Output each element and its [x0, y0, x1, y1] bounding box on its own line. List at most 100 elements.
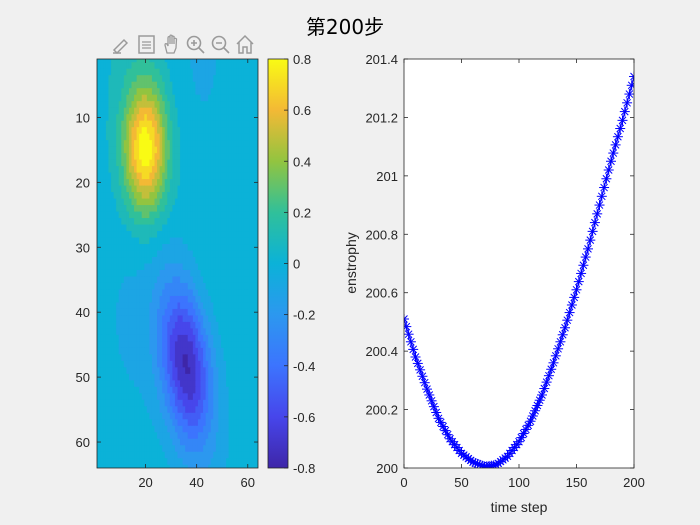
heatmap-cell [105, 289, 110, 297]
heatmap-cell [118, 360, 122, 368]
heatmap-cell [136, 146, 140, 154]
heatmap-cell [123, 140, 127, 148]
heatmap-cell [241, 445, 245, 453]
heatmap-cell [118, 224, 122, 232]
heatmap-cell [231, 386, 235, 394]
heatmap-cell [228, 114, 232, 122]
heatmap-cell [205, 159, 209, 167]
heatmap-cell [197, 393, 202, 401]
heatmap-cell [231, 120, 235, 128]
heatmap-cell [151, 380, 156, 388]
heatmap-cell [249, 198, 253, 206]
heatmap-cell [200, 185, 204, 193]
heatmap-cell [182, 120, 186, 128]
heatmap-cell [238, 257, 242, 265]
heatmap-cell [200, 107, 204, 115]
heatmap-cell [144, 231, 148, 239]
heatmap-cell [195, 114, 199, 122]
heatmap-cell [100, 94, 104, 102]
heatmap-cell [159, 282, 163, 291]
heatmap-cell [111, 367, 115, 375]
heatmap-cell [157, 101, 161, 109]
heatmap-cell [243, 451, 248, 459]
heatmap-cell [172, 159, 176, 167]
heatmap-cell [118, 425, 122, 433]
heatmap-cell [226, 172, 230, 180]
heatmap-cell [128, 140, 133, 148]
heatmap-cell [246, 101, 250, 109]
heatmap-cell [157, 107, 161, 115]
heatmap-cell [113, 295, 117, 304]
heatmap-cell [251, 269, 255, 278]
heatmap-cell [218, 75, 222, 83]
heatmap-cell [187, 295, 191, 304]
heatmap-cell [192, 244, 196, 252]
heatmap-cell [151, 172, 156, 180]
heatmap-cell [187, 458, 191, 466]
heatmap-cell [134, 250, 138, 258]
heatmap-cell [249, 231, 253, 239]
heatmap-cell [256, 302, 258, 310]
heatmap-cell [226, 458, 230, 466]
heatmap-cell [177, 445, 181, 453]
heatmap-cell [187, 211, 191, 219]
heatmap-cell [154, 386, 158, 394]
heatmap-cell [249, 159, 253, 167]
heatmap-cell [162, 380, 166, 388]
heatmap-cell [113, 386, 117, 394]
heatmap-cell [254, 62, 258, 70]
heatmap-cell [256, 211, 258, 219]
heatmap-cell [97, 185, 99, 193]
heatmap-cell [136, 224, 140, 232]
legend-icon[interactable] [138, 35, 155, 54]
heatmap-cell [177, 159, 181, 167]
heatmap-cell [126, 419, 130, 427]
heatmap-cell [213, 276, 217, 284]
heatmap-cell [226, 127, 230, 135]
heatmap-cell [98, 445, 102, 453]
zoom-in-icon[interactable] [186, 35, 205, 54]
heatmap-cell [118, 269, 122, 278]
heatmap-cell [103, 412, 107, 420]
heatmap-cell [241, 179, 245, 187]
heatmap-cell [218, 341, 222, 349]
heatmap-cell [236, 464, 240, 468]
heatmap-cell [118, 438, 122, 446]
heatmap-cell [251, 308, 255, 317]
heatmap-cell [108, 88, 112, 96]
heatmap-cell [136, 380, 140, 388]
heatmap-cell [154, 198, 158, 206]
heatmap-cell [154, 315, 158, 323]
home-icon[interactable] [236, 34, 254, 54]
heatmap-cell [146, 166, 150, 174]
heatmap-cell [218, 231, 222, 239]
heatmap-cell [121, 166, 125, 174]
heatmap-cell [208, 94, 212, 102]
heatmap-cell [159, 419, 163, 427]
heatmap-cell [228, 133, 232, 141]
heatmap-cell [251, 354, 255, 362]
heatmap-cell [205, 341, 209, 349]
heatmap-cell [144, 386, 148, 394]
heatmap-cell [220, 88, 225, 96]
heatmap-cell [203, 179, 207, 187]
heatmap-cell [113, 321, 117, 330]
heatmap-cell [256, 81, 258, 89]
heatmap-cell [123, 399, 127, 407]
zoom-out-icon[interactable] [211, 35, 230, 54]
heatmap-cell [208, 231, 212, 239]
heatmap-cell [177, 68, 181, 76]
heatmap-cell [105, 75, 110, 83]
heatmap-cell [238, 59, 242, 63]
pan-hand-icon[interactable] [164, 34, 178, 54]
heatmap-cell [123, 237, 127, 245]
heatmap-cell [223, 432, 227, 440]
heatmap-cell [113, 140, 117, 148]
heatmap-cell [231, 185, 235, 193]
heatmap-cell [210, 315, 214, 323]
heatmap-cell [231, 172, 235, 180]
brush-icon[interactable] [112, 38, 129, 55]
heatmap-cell [203, 334, 207, 343]
heatmap-cell [256, 218, 258, 226]
heatmap-cell [210, 438, 214, 446]
